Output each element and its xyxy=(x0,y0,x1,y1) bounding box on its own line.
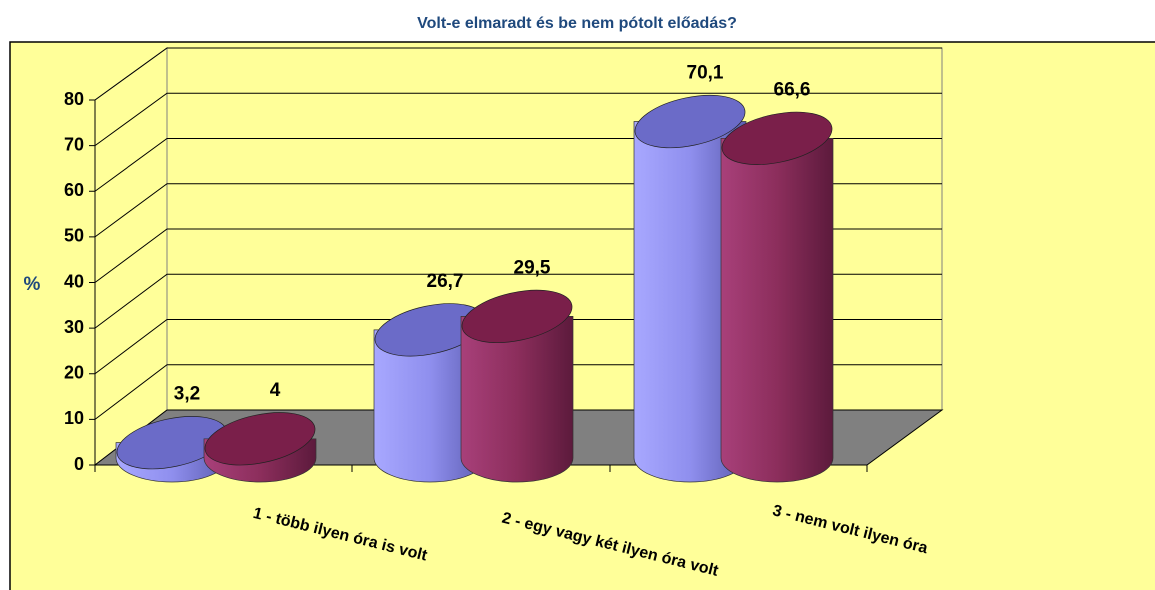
value-label: 29,5 xyxy=(514,257,551,278)
y-tick-label: 60 xyxy=(64,180,84,200)
chart-title: Volt-e elmaradt és be nem pótolt előadás… xyxy=(417,15,737,32)
value-label: 70,1 xyxy=(687,63,724,84)
y-axis-label: % xyxy=(24,274,41,295)
y-tick-label: 80 xyxy=(64,89,84,109)
y-tick-label: 40 xyxy=(64,271,84,291)
cylinder-top xyxy=(721,111,833,165)
cylinder xyxy=(460,316,574,483)
grid-line xyxy=(94,92,942,147)
cylinder-top xyxy=(461,289,573,343)
side-wall xyxy=(94,47,168,467)
cylinder-top xyxy=(634,94,746,149)
value-label: 4 xyxy=(270,380,281,401)
y-tick-label: 10 xyxy=(64,408,84,428)
value-label: 3,2 xyxy=(174,384,200,405)
cylinder xyxy=(720,137,834,483)
y-tick-label: 20 xyxy=(64,363,84,383)
value-label: 26,7 xyxy=(427,271,464,292)
y-tick-label: 0 xyxy=(74,454,84,474)
y-tick-label: 50 xyxy=(64,226,84,246)
cylinder-top xyxy=(204,412,316,466)
y-tick-label: 70 xyxy=(64,134,84,154)
y-tick-label: 30 xyxy=(64,317,84,337)
grid-line xyxy=(94,47,942,101)
value-label: 66,6 xyxy=(774,79,811,100)
